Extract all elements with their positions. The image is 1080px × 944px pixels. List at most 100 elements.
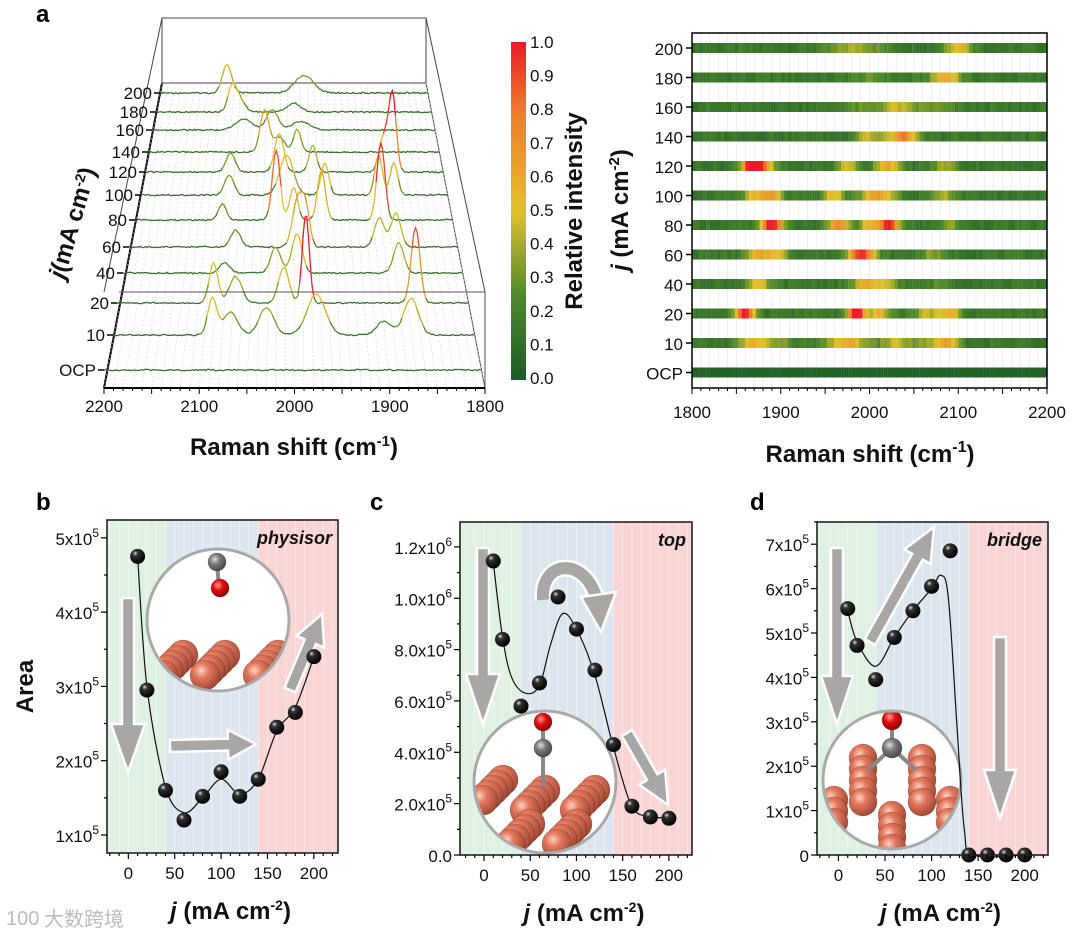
y-tick-label: OCP [59, 361, 96, 380]
data-point [587, 662, 603, 678]
heatmap-cell [1022, 102, 1026, 112]
spectrum-segment [400, 167, 408, 173]
spectrum-segment [211, 110, 217, 114]
y-tick-exponent: 5 [802, 799, 809, 813]
heatmap-cell [862, 308, 867, 319]
y-tick-label: 1.0x106 [394, 586, 452, 609]
heatmap-cell [983, 131, 987, 142]
spectrum-segment [336, 91, 343, 95]
heatmap-cell [702, 338, 707, 348]
heatmap-cell [738, 161, 742, 171]
heatmap-cell [834, 131, 838, 142]
heatmap-cell [887, 249, 891, 260]
heatmap-cell [919, 279, 923, 289]
heatmap-cell [1043, 43, 1048, 53]
heatmap-cell [787, 220, 792, 230]
heatmap-cell [922, 367, 927, 378]
spectrum-segment [278, 329, 287, 335]
spectrum-segment [321, 129, 328, 131]
heatmap-cell [894, 131, 899, 142]
spectrum-segment [217, 261, 226, 270]
heatmap-cell [1004, 102, 1009, 112]
spectrum-segment [277, 266, 286, 282]
heatmap-cell [809, 102, 813, 112]
site-label: top [658, 530, 686, 550]
heatmap-cell [731, 161, 735, 171]
spectrum-segment [322, 302, 331, 322]
heatmap-cell [908, 72, 913, 83]
spectrum-segment [305, 216, 315, 297]
spectrum-trace-40 [122, 233, 463, 275]
heatmap-cell [976, 367, 980, 378]
heatmap-cell [784, 43, 788, 53]
heatmap-cell [766, 220, 771, 230]
spectrum-segment [363, 218, 371, 221]
heatmap-cell [858, 190, 863, 201]
spectrum-segment [204, 170, 211, 174]
heatmap-cell [844, 72, 849, 83]
heatmap-cell [858, 220, 863, 230]
heatmap-cell [795, 308, 799, 319]
heatmap-cell [954, 131, 959, 142]
spectrum-trace-60 [129, 191, 458, 249]
heatmap-cell [763, 190, 767, 201]
floor-gridline [208, 82, 235, 389]
heatmap-cell [709, 72, 714, 83]
panel-letter-d: d [750, 489, 765, 516]
spectrum-segment [180, 171, 187, 174]
heatmap-cell [933, 102, 938, 112]
heatmap-cell [972, 102, 977, 112]
spectrum-segment [430, 170, 438, 174]
spectrum-segment [277, 90, 284, 94]
y-tick-label: 200 [124, 84, 152, 103]
x-axis-title-close: ) [966, 441, 974, 468]
spectrum-segment [299, 166, 307, 173]
heatmap-cell [745, 279, 749, 289]
heatmap-cell [983, 220, 987, 230]
heatmap-cell [777, 338, 781, 348]
heatmap-cell [841, 190, 845, 201]
heatmap-cell [915, 190, 920, 201]
spectrum-segment [387, 322, 395, 328]
y-tick-exponent: 5 [445, 638, 452, 652]
heatmap-cell [720, 190, 725, 201]
heatmap-cell [1032, 131, 1037, 142]
heatmap-cell [929, 72, 934, 83]
heatmap-cell [866, 161, 870, 171]
heatmap-cell [706, 43, 710, 53]
floor-gridline [122, 82, 176, 389]
heatmap-cell [706, 249, 710, 260]
x-axis-title-sup: -1 [377, 433, 390, 450]
x-tick-label: 50 [521, 866, 540, 885]
heatmap-cell [1039, 220, 1044, 230]
spectrum-segment [335, 170, 343, 174]
spectrum-segment [164, 369, 172, 372]
spectrum-segment [344, 218, 351, 222]
heatmap-cell [976, 102, 980, 112]
spectrum-segment [153, 194, 160, 197]
heatmap-cell [1039, 72, 1044, 83]
heatmap-cell [897, 367, 902, 378]
spectrum-segment [325, 245, 333, 249]
spectrum-segment [214, 245, 222, 249]
heatmap-cell [862, 102, 867, 112]
heatmap-cell [976, 249, 980, 260]
oxygen-atom-icon [533, 712, 553, 732]
heatmap-cell [823, 249, 828, 260]
heatmap-cell [862, 190, 867, 201]
heatmap-cell [816, 190, 820, 201]
data-point [213, 764, 229, 780]
heatmap-cell [1000, 220, 1005, 230]
heatmap-cell [876, 102, 881, 112]
heatmap-cell [802, 72, 806, 83]
y-tick-label: 0.0 [428, 847, 452, 866]
heatmap-cell [997, 249, 1001, 260]
heatmap-cell [752, 102, 757, 112]
spectrum-segment [363, 151, 370, 154]
spectrum-segment [445, 333, 453, 337]
heatmap-cell [791, 367, 796, 378]
spectrum-segment [453, 301, 462, 305]
heatmap-cell [716, 308, 721, 319]
heatmap-cell [812, 338, 817, 348]
heatmap-cell [915, 72, 920, 83]
